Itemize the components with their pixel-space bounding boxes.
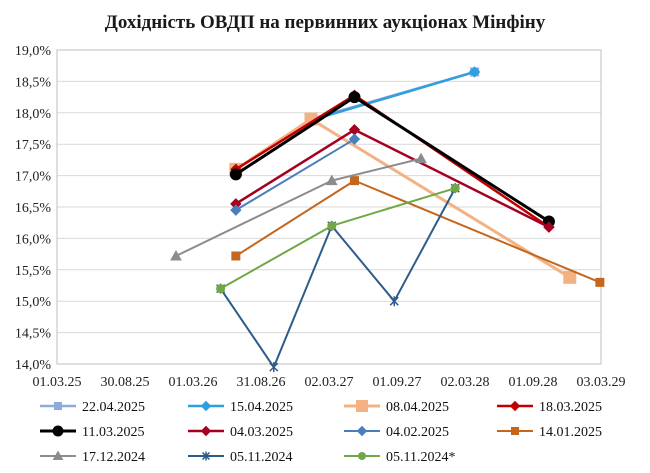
data-point [231, 251, 241, 261]
legend-label: 17.12.2024 [82, 450, 145, 465]
series-04.03.2025 [230, 124, 555, 233]
y-tick-label: 16,5% [15, 201, 52, 216]
series-17.12.2024 [170, 152, 427, 261]
data-point [415, 152, 427, 164]
data-point [327, 221, 337, 231]
y-tick-label: 14,5% [15, 327, 52, 342]
legend-item: 14.01.2025 [497, 425, 602, 440]
legend-label: 11.03.2025 [82, 425, 144, 440]
legend-label: 05.11.2024* [386, 450, 455, 465]
data-point [54, 402, 62, 410]
data-point [543, 221, 555, 233]
legend-item: 15.04.2025 [188, 400, 293, 415]
data-point [200, 425, 212, 437]
data-point [52, 425, 64, 437]
legend-item: 05.11.2024 [188, 450, 292, 465]
series-18.03.2025 [230, 89, 555, 233]
legend-item: 17.12.2024 [40, 450, 145, 465]
legend: 22.04.2025 15.04.2025 08.04.2025 18.03.2025… [40, 400, 602, 465]
x-tick-label: 31.08.26 [237, 375, 286, 390]
y-tick-label: 18,0% [15, 107, 52, 122]
series-05.11.2024* [216, 183, 460, 294]
chart-title: Дохідність ОВДП на первинних аукціонах М… [105, 12, 546, 33]
series-14.01.2025 [231, 176, 605, 287]
data-point [52, 450, 64, 460]
legend-label: 15.04.2025 [230, 400, 293, 415]
x-tick-label: 03.03.29 [577, 375, 626, 390]
data-point [358, 452, 366, 460]
data-point [468, 66, 481, 78]
y-tick-label: 17,5% [15, 138, 52, 153]
data-point [170, 249, 182, 261]
data-point [230, 204, 242, 216]
data-point [200, 400, 212, 412]
legend-item: 08.04.2025 [344, 400, 449, 415]
x-tick-label: 01.09.28 [509, 375, 558, 390]
y-tick-label: 15,5% [15, 264, 52, 279]
legend-item: 22.04.2025 [40, 400, 145, 415]
data-point [349, 176, 359, 186]
y-axis-ticks: 14,0% 14,5% 15,0% 15,5% 16,0% 16,5% 17,0% 17,5%… [15, 44, 52, 373]
legend-label: 22.04.2025 [82, 400, 145, 415]
data-point [216, 284, 226, 294]
legend-item: 04.02.2025 [344, 425, 449, 440]
data-point [229, 168, 242, 181]
series-04.02.2025 [230, 133, 361, 216]
series-08.04.2025 [229, 112, 577, 284]
data-point [356, 425, 368, 437]
data-point [595, 277, 605, 287]
x-tick-label: 01.03.25 [33, 375, 82, 390]
data-point [563, 270, 577, 284]
data-point [389, 296, 399, 307]
series-line [235, 138, 355, 211]
plot-frame [56, 49, 602, 365]
y-tick-label: 18,5% [15, 75, 52, 90]
series-line [219, 187, 457, 369]
data-point [511, 427, 519, 435]
data-point [269, 362, 279, 373]
legend-label: 05.11.2024 [230, 450, 292, 465]
data-point [325, 174, 338, 186]
y-tick-label: 14,0% [15, 358, 52, 373]
data-point [348, 91, 361, 104]
legend-item: 05.11.2024* [344, 450, 455, 465]
x-tick-label: 01.03.26 [169, 375, 218, 390]
legend-label: 04.03.2025 [230, 425, 293, 440]
data-point [450, 183, 460, 193]
y-tick-label: 16,0% [15, 232, 52, 247]
legend-label: 18.03.2025 [539, 400, 602, 415]
legend-item: 11.03.2025 [40, 425, 144, 440]
series-15.04.2025 [305, 66, 481, 127]
x-axis-ticks: 01.03.25 30.08.25 01.03.26 31.08.26 02.03.27… [33, 375, 626, 390]
data-point [201, 451, 211, 461]
legend-label: 14.01.2025 [539, 425, 602, 440]
series-line [235, 179, 601, 284]
x-tick-label: 30.08.25 [101, 375, 150, 390]
data-point [509, 400, 521, 412]
series-line [310, 70, 475, 122]
x-tick-label: 02.03.27 [305, 375, 354, 390]
data-point [348, 133, 361, 145]
legend-label: 08.04.2025 [386, 400, 449, 415]
legend-item: 18.03.2025 [497, 400, 602, 415]
legend-item: 04.03.2025 [188, 425, 293, 440]
y-tick-label: 17,0% [15, 170, 52, 185]
y-tick-label: 19,0% [15, 44, 52, 59]
x-tick-label: 02.03.28 [441, 375, 490, 390]
legend-label: 04.02.2025 [386, 425, 449, 440]
data-point [356, 400, 368, 412]
x-tick-label: 01.09.27 [373, 375, 422, 390]
plot-area [170, 66, 605, 373]
y-tick-label: 15,0% [15, 295, 52, 310]
series-05.11.2024 [216, 183, 460, 373]
